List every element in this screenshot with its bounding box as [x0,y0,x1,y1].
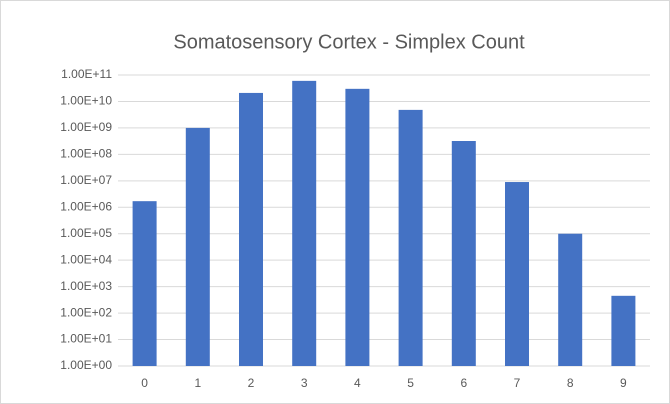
y-tick-label: 1.00E+06 [60,199,112,213]
y-tick-label: 1.00E+03 [60,279,112,293]
bar [558,233,583,366]
bar [239,92,263,366]
bar [451,141,476,366]
x-tick-label: 9 [620,376,627,390]
y-tick-label: 1.00E+07 [60,173,112,187]
y-tick-label: 1.00E+04 [60,252,112,266]
bar [611,295,636,366]
bar [292,80,317,367]
y-tick-label: 1.00E+02 [60,305,112,319]
x-tick-label: 3 [301,376,308,390]
y-tick-label: 1.00E+08 [60,147,112,161]
y-tick-label: 1.00E+09 [60,120,112,134]
y-tick-label: 1.00E+10 [60,94,112,108]
bar [345,88,370,366]
y-tick-label: 1.00E+01 [60,332,112,346]
y-tick-label: 1.00E+00 [60,358,112,372]
chart-title: Somatosensory Cortex - Simplex Count [173,31,525,53]
x-tick-label: 6 [460,376,467,390]
x-tick-label: 1 [194,376,201,390]
y-tick-label: 1.00E+05 [60,226,112,240]
x-tick-label: 7 [514,376,521,390]
x-tick-label: 2 [248,376,255,390]
x-tick-label: 8 [567,376,574,390]
bar [185,127,210,366]
x-tick-label: 0 [141,376,148,390]
bar [505,182,529,366]
y-tick-label: 1.00E+11 [61,67,112,81]
bar [132,201,157,366]
x-tick-label: 4 [354,376,361,390]
bar [398,109,423,367]
x-tick-label: 5 [407,376,414,390]
